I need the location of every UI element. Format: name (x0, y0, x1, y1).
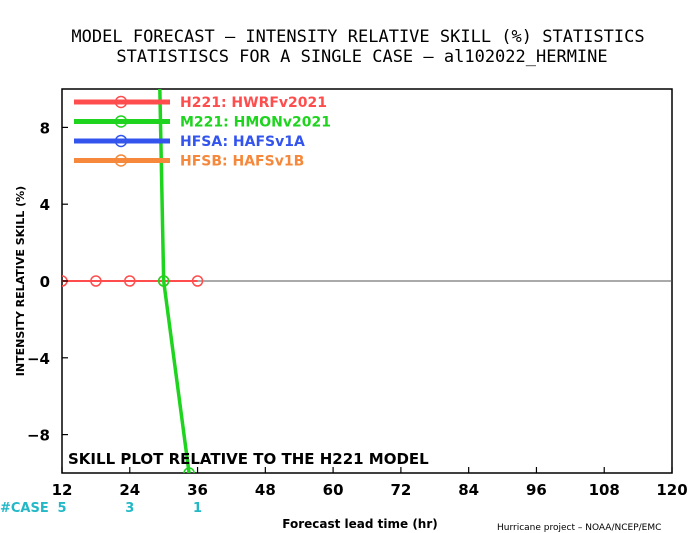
legend-entry-3: HFSB: HAFSv1B (74, 154, 304, 170)
legend-marker-0 (114, 95, 128, 109)
x-axis-label: Forecast lead time (hr) (282, 517, 438, 531)
x-tick-label-60: 60 (323, 481, 344, 499)
case-count-24: 3 (125, 501, 134, 516)
chart-subtitle: STATISTISCS FOR A SINGLE CASE – al102022… (116, 47, 607, 67)
legend-entry-2: HFSA: HAFSv1A (74, 134, 305, 150)
legend-entry-0: H221: HWRFv2021 (74, 95, 327, 111)
legend-label-0: H221: HWRFv2021 (180, 95, 327, 111)
series-line-1 (158, 89, 191, 473)
legend-label-1: M221: HMONv2021 (180, 115, 331, 131)
x-tick-label-96: 96 (526, 481, 547, 499)
skill-annotation: SKILL PLOT RELATIVE TO THE H221 MODEL (68, 450, 429, 468)
series-point-1-1 (157, 275, 170, 287)
y-axis-label: INTENSITY RELATIVE SKILL (%) (14, 186, 27, 376)
series-point-0-2 (124, 275, 136, 287)
series-point-0-1 (90, 275, 102, 287)
chart-title: MODEL FORECAST – INTENSITY RELATIVE SKIL… (71, 27, 644, 47)
x-tick-label-84: 84 (458, 481, 479, 499)
x-tick-label-36: 36 (187, 481, 208, 499)
x-tick-label-108: 108 (589, 481, 620, 499)
x-tick-label-48: 48 (255, 481, 276, 499)
x-tick-label-12: 12 (52, 481, 73, 499)
x-tick-label-120: 120 (656, 481, 687, 499)
case-count-12: 5 (57, 501, 66, 516)
y-tick-label-1: −4 (27, 350, 50, 368)
legend-entry-1: M221: HMONv2021 (74, 115, 331, 131)
legend-label-3: HFSB: HAFSv1B (180, 154, 304, 170)
legend-marker-1 (114, 115, 128, 128)
y-tick-label-2: 0 (40, 273, 50, 291)
x-tick-label-72: 72 (390, 481, 411, 499)
case-count-label: #CASE (0, 501, 49, 516)
legend-marker-3 (114, 154, 128, 167)
legend-label-2: HFSA: HAFSv1A (180, 134, 305, 150)
y-tick-label-0: −8 (27, 427, 50, 445)
credit-text: Hurricane project – NOAA/NCEP/EMC (497, 523, 661, 533)
y-tick-label-3: 4 (40, 196, 50, 214)
y-tick-label-4: 8 (40, 119, 50, 137)
series-point-0-4 (191, 275, 204, 287)
series-point-1-2 (183, 467, 195, 473)
x-tick-label-24: 24 (119, 481, 140, 499)
case-count-36: 1 (193, 501, 202, 516)
legend-marker-2 (114, 134, 128, 148)
